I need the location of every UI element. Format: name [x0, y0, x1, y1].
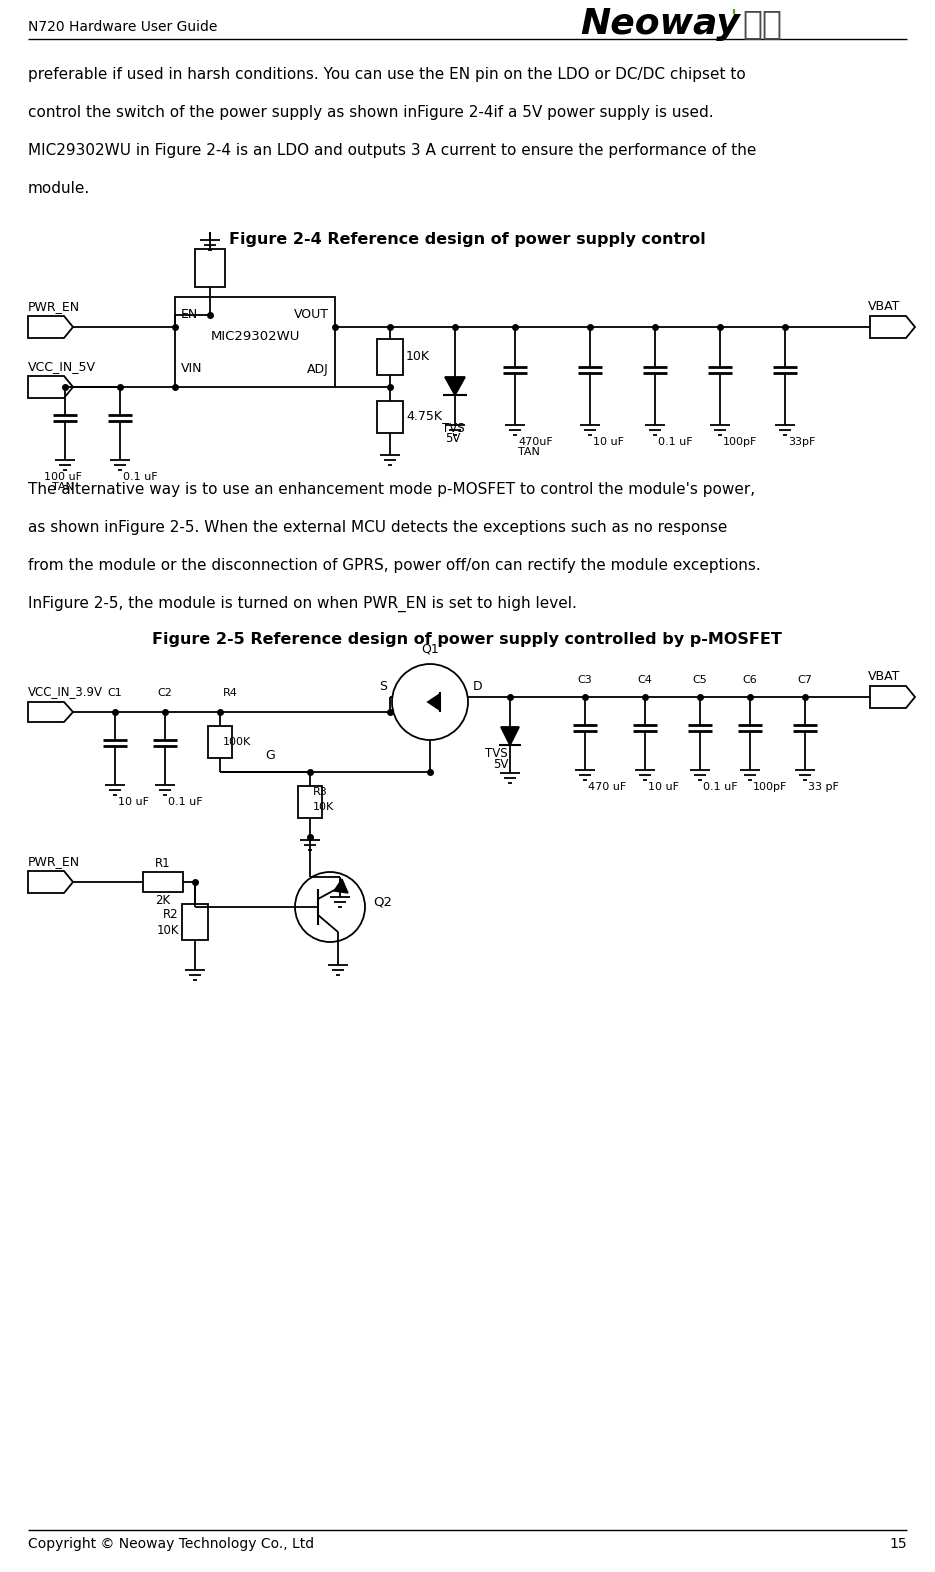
- Text: TAN: TAN: [518, 446, 539, 457]
- Text: 33 pF: 33 pF: [808, 781, 839, 792]
- Polygon shape: [428, 693, 440, 711]
- Text: C1: C1: [108, 689, 122, 698]
- Text: 100 uF: 100 uF: [44, 472, 82, 483]
- Text: 33pF: 33pF: [788, 437, 815, 446]
- Text: 10K: 10K: [313, 802, 334, 813]
- Bar: [208, 726, 232, 758]
- Text: 0.1 uF: 0.1 uF: [703, 781, 738, 792]
- Text: 有方: 有方: [742, 8, 782, 41]
- Text: 2K: 2K: [155, 894, 170, 907]
- Text: 15: 15: [889, 1537, 907, 1552]
- Polygon shape: [28, 376, 73, 398]
- Text: C6: C6: [742, 674, 757, 685]
- Text: In​Figure 2-5, the module is turned on when PWR_EN is set to high level.: In​Figure 2-5, the module is turned on w…: [28, 596, 577, 612]
- Text: VCC_IN_3.9V: VCC_IN_3.9V: [28, 685, 103, 698]
- Text: Figure 2-5 Reference design of power supply controlled by p-MOSFET: Figure 2-5 Reference design of power sup…: [152, 632, 782, 648]
- Text: R2: R2: [164, 907, 179, 921]
- Text: ADJ: ADJ: [308, 363, 329, 376]
- Text: MIC29302WU: MIC29302WU: [210, 330, 300, 344]
- Text: VCC_IN_5V: VCC_IN_5V: [28, 360, 96, 373]
- Text: PWR_EN: PWR_EN: [28, 855, 80, 868]
- Text: PWR_EN: PWR_EN: [28, 300, 80, 313]
- Polygon shape: [501, 726, 519, 745]
- Text: TVS: TVS: [485, 747, 508, 759]
- Text: 10 uF: 10 uF: [648, 781, 679, 792]
- Bar: [195, 248, 225, 288]
- Text: TVS: TVS: [441, 421, 465, 435]
- Text: Q1: Q1: [421, 643, 439, 656]
- Text: Neoway: Neoway: [580, 6, 740, 41]
- Text: MIC29302WU in Figure 2-4 is an LDO and outputs 3 A current to ensure the perform: MIC29302WU in Figure 2-4 is an LDO and o…: [28, 143, 756, 159]
- Text: TAN: TAN: [52, 483, 74, 492]
- Text: 10 uF: 10 uF: [118, 797, 149, 806]
- Text: 100pF: 100pF: [723, 437, 757, 446]
- Bar: [182, 904, 208, 940]
- Text: The alternative way is to use an enhancement mode p-MOSFET to control the module: The alternative way is to use an enhance…: [28, 483, 755, 497]
- Text: 100K: 100K: [223, 737, 252, 747]
- Polygon shape: [28, 703, 73, 722]
- Polygon shape: [334, 879, 348, 893]
- Text: 0.1 uF: 0.1 uF: [168, 797, 203, 806]
- Polygon shape: [28, 871, 73, 893]
- Text: from the module or the disconnection of GPRS, power off/on can rectify the modul: from the module or the disconnection of …: [28, 558, 761, 574]
- Text: 5V: 5V: [493, 758, 508, 770]
- Polygon shape: [445, 377, 465, 395]
- Text: 0.1 uF: 0.1 uF: [658, 437, 693, 446]
- Polygon shape: [870, 316, 915, 338]
- Bar: [142, 872, 182, 891]
- Text: R4: R4: [223, 689, 237, 698]
- Text: 10K: 10K: [156, 923, 179, 937]
- Text: ': ': [730, 8, 736, 27]
- Text: 10 uF: 10 uF: [593, 437, 624, 446]
- Text: C5: C5: [693, 674, 708, 685]
- Bar: [377, 340, 403, 376]
- Text: C3: C3: [578, 674, 593, 685]
- Text: VBAT: VBAT: [868, 670, 900, 682]
- Text: D: D: [473, 681, 482, 693]
- Text: 4.75K: 4.75K: [406, 410, 442, 423]
- Polygon shape: [28, 316, 73, 338]
- Bar: [298, 786, 322, 817]
- Text: Figure 2-4 Reference design of power supply control: Figure 2-4 Reference design of power sup…: [229, 233, 705, 247]
- Polygon shape: [870, 685, 915, 707]
- Bar: [175, 297, 335, 387]
- Text: 0.1 uF: 0.1 uF: [123, 472, 158, 483]
- Text: G: G: [266, 748, 275, 762]
- Text: C2: C2: [158, 689, 172, 698]
- Bar: [377, 401, 403, 432]
- Text: 10K: 10K: [406, 351, 430, 363]
- Text: 5V: 5V: [445, 432, 461, 445]
- Text: R3: R3: [313, 788, 328, 797]
- Text: VBAT: VBAT: [868, 300, 900, 313]
- Text: S: S: [379, 681, 387, 693]
- Text: 100pF: 100pF: [753, 781, 787, 792]
- Text: C7: C7: [798, 674, 813, 685]
- Text: module.: module.: [28, 181, 91, 196]
- Text: C4: C4: [638, 674, 653, 685]
- Text: VIN: VIN: [181, 363, 203, 376]
- Text: control the switch of the power supply as shown in​Figure 2-4​if a 5V power supp: control the switch of the power supply a…: [28, 105, 713, 119]
- Text: as shown in​Figure 2-5. When the external MCU detects the exceptions such as no : as shown in​Figure 2-5. When the externa…: [28, 520, 727, 534]
- Text: R1: R1: [154, 857, 170, 869]
- Text: Copyright © Neoway Technology Co., Ltd: Copyright © Neoway Technology Co., Ltd: [28, 1537, 314, 1552]
- Text: N720 Hardware User Guide: N720 Hardware User Guide: [28, 20, 217, 35]
- Text: preferable if used in harsh conditions. You can use the EN pin on the LDO or DC/: preferable if used in harsh conditions. …: [28, 68, 746, 82]
- Text: Q2: Q2: [373, 896, 392, 909]
- Text: 470 uF: 470 uF: [588, 781, 626, 792]
- Text: 470uF: 470uF: [518, 437, 553, 446]
- Text: VOUT: VOUT: [294, 308, 329, 322]
- Text: EN: EN: [181, 308, 198, 322]
